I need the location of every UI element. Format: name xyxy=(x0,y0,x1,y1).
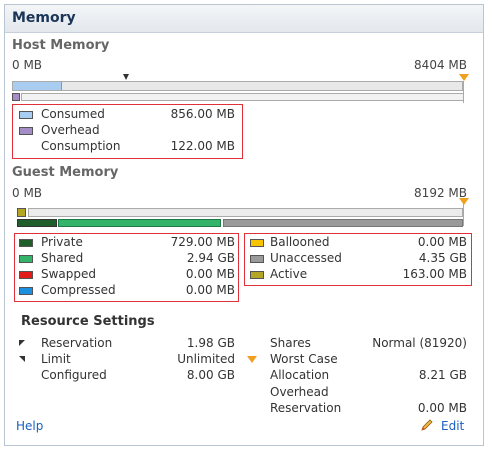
limit-label: Limit xyxy=(41,352,71,366)
guest-active-bar-fill xyxy=(17,208,26,217)
overhead-label: Overhead xyxy=(41,123,100,137)
guest-private-bar-fill xyxy=(17,219,57,227)
overhead-reservation-value: 0.00 MB xyxy=(417,401,467,415)
host-reservation-marker-icon xyxy=(123,74,129,80)
worst-case-label: Worst Case xyxy=(270,352,338,366)
host-min-label: 0 MB xyxy=(12,58,43,72)
overhead-reservation-label-2: Reservation xyxy=(270,401,342,415)
shares-value: Normal (81920) xyxy=(372,336,467,350)
panel-header: Memory xyxy=(5,5,483,33)
ballooned-value: 0.00 MB xyxy=(417,235,467,249)
shared-swatch xyxy=(19,255,33,263)
guest-max-label: 8192 MB xyxy=(414,186,467,200)
host-memory-bar xyxy=(12,81,463,91)
guest-shared-bar-fill xyxy=(58,219,221,227)
private-swatch xyxy=(19,239,33,247)
guest-min-label: 0 MB xyxy=(12,186,43,200)
host-memory-title: Host Memory xyxy=(12,38,110,53)
consumption-value: 122.00 MB xyxy=(170,139,235,153)
guest-left-legend-box xyxy=(14,233,239,302)
guest-memory-title: Guest Memory xyxy=(12,165,119,180)
overhead-reservation-label-1: Overhead xyxy=(270,385,329,399)
unaccessed-label: Unaccessed xyxy=(270,251,342,265)
ballooned-label: Ballooned xyxy=(270,235,330,249)
private-value: 729.00 MB xyxy=(170,235,235,249)
active-swatch xyxy=(250,271,264,279)
compressed-swatch xyxy=(19,287,33,295)
reservation-label: Reservation xyxy=(41,336,113,350)
swapped-value: 0.00 MB xyxy=(185,267,235,281)
host-limit-line xyxy=(463,81,464,103)
swapped-swatch xyxy=(19,271,33,279)
host-legend-box xyxy=(12,104,243,159)
swapped-label: Swapped xyxy=(41,267,97,281)
consumed-swatch xyxy=(19,111,33,119)
reservation-marker-icon xyxy=(19,340,25,346)
resource-settings-title: Resource Settings xyxy=(21,314,155,329)
consumed-label: Consumed xyxy=(41,107,105,121)
unaccessed-value: 4.35 GB xyxy=(418,251,467,265)
worst-case-marker-icon xyxy=(247,356,257,363)
ballooned-swatch xyxy=(250,239,264,247)
unaccessed-swatch xyxy=(250,255,264,263)
allocation-value: 8.21 GB xyxy=(418,368,467,382)
compressed-value: 0.00 MB xyxy=(185,283,235,297)
consumed-value: 856.00 MB xyxy=(170,107,235,121)
consumption-label: Consumption xyxy=(41,139,121,153)
memory-panel: Memory Host Memory 0 MB 8404 MB Consumed… xyxy=(4,4,484,446)
active-label: Active xyxy=(270,267,308,281)
guest-unaccessed-bar-fill xyxy=(223,219,463,227)
host-overhead-bar-fill xyxy=(12,93,20,101)
private-label: Private xyxy=(41,235,83,249)
reservation-value: 1.98 GB xyxy=(186,336,235,350)
help-link[interactable]: Help xyxy=(16,419,44,433)
compressed-label: Compressed xyxy=(41,283,116,297)
configured-label: Configured xyxy=(41,368,107,382)
shares-label: Shares xyxy=(270,336,311,350)
overhead-swatch xyxy=(19,127,33,135)
active-value: 163.00 MB xyxy=(402,267,467,281)
panel-title: Memory xyxy=(12,10,76,26)
edit-icon[interactable] xyxy=(420,418,434,435)
host-limit-marker-icon xyxy=(459,74,469,81)
limit-marker-icon xyxy=(19,356,25,362)
guest-limit-line xyxy=(463,201,464,226)
allocation-label: Allocation xyxy=(270,368,330,382)
host-overhead-bar xyxy=(21,93,464,101)
guest-active-bar xyxy=(28,208,463,217)
shared-value: 2.94 GB xyxy=(186,251,235,265)
host-max-label: 8404 MB xyxy=(414,58,467,72)
host-consumed-bar-fill xyxy=(13,82,62,90)
limit-value: Unlimited xyxy=(177,352,235,366)
shared-label: Shared xyxy=(41,251,84,265)
guest-right-legend-box xyxy=(244,233,472,286)
guest-limit-marker-icon xyxy=(459,198,469,205)
edit-link[interactable]: Edit xyxy=(441,419,465,433)
configured-value: 8.00 GB xyxy=(186,368,235,382)
